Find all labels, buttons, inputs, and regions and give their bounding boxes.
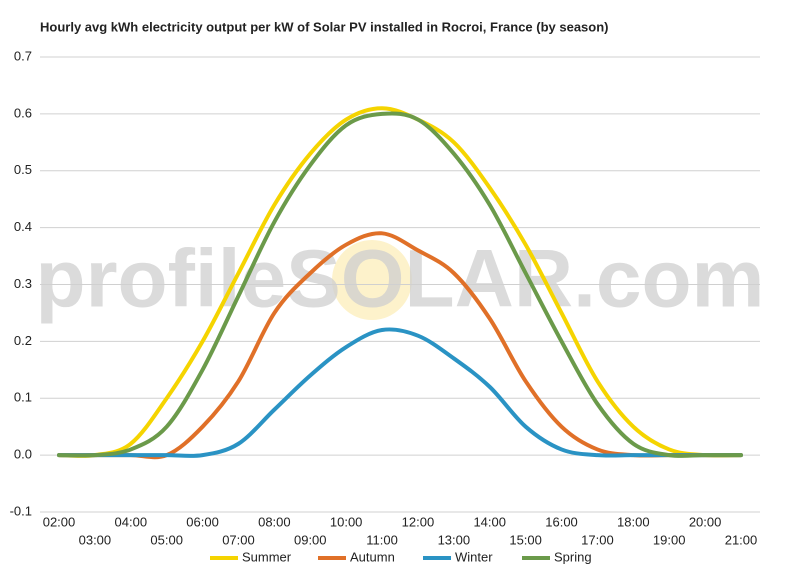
y-tick-label: 0.0 [14,447,32,462]
series-line [57,111,743,458]
watermark: profileSOLAR.com [36,234,765,325]
y-tick-label: 0.4 [14,219,32,234]
x-tick-label: 15:00 [509,532,542,547]
y-tick-label: 0.6 [14,105,32,120]
y-tick-label: 0.2 [14,333,32,348]
x-tick-label: 20:00 [689,514,722,529]
legend-label: Spring [554,549,592,564]
x-tick-label: 17:00 [581,532,614,547]
legend-label: Autumn [350,549,395,564]
x-tick-label: 06:00 [186,514,219,529]
watermark-sun [332,240,412,320]
y-tick-label: 0.5 [14,162,32,177]
x-tick-label: 13:00 [438,532,471,547]
y-tick-label: 0.7 [14,48,32,63]
x-tick-label: 07:00 [222,532,255,547]
x-tick-label: 10:00 [330,514,363,529]
x-tick-label: 08:00 [258,514,291,529]
series-line [57,327,743,458]
x-tick-label: 18:00 [617,514,650,529]
x-tick-label: 05:00 [150,532,183,547]
x-tick-label: 19:00 [653,532,686,547]
series-line [57,106,743,458]
x-tick-label: 04:00 [115,514,148,529]
x-tick-label: 02:00 [43,514,76,529]
legend-label: Winter [455,549,493,564]
y-tick-label: 0.3 [14,276,32,291]
y-tick-label: 0.1 [14,390,32,405]
x-tick-label: 14:00 [473,514,506,529]
x-tick-label: 16:00 [545,514,578,529]
x-tick-label: 12:00 [402,514,435,529]
x-tick-label: 11:00 [366,532,398,547]
x-tick-label: 09:00 [294,532,327,547]
chart-title: Hourly avg kWh electricity output per kW… [40,19,609,34]
legend-label: Summer [242,549,292,564]
y-tick-label: -0.1 [10,503,32,518]
x-tick-label: 03:00 [79,532,112,547]
x-tick-label: 21:00 [725,532,758,547]
